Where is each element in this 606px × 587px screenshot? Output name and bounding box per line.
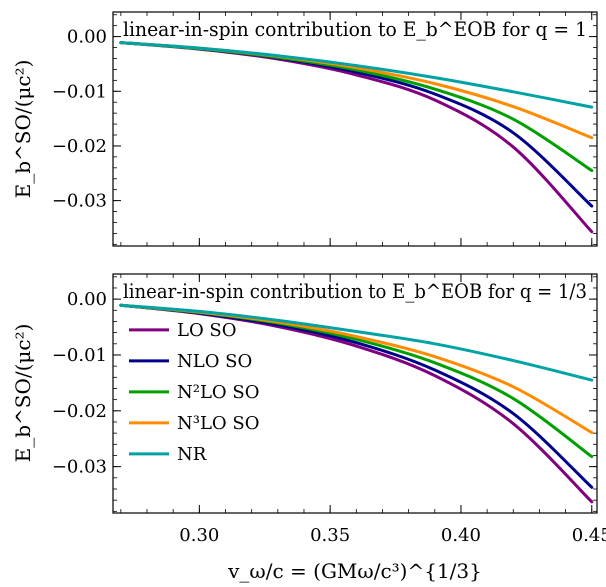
y-tick-label: 0.00 [67, 27, 107, 48]
y-axis-label-top: E_b^SO/(μc²) [11, 60, 35, 199]
y-tick-label: −0.02 [52, 136, 107, 157]
plot-frame-1 [112, 11, 598, 247]
plot-lines [119, 41, 594, 504]
series-line-2-5 [119, 303, 594, 382]
series-line-1-5 [119, 41, 594, 109]
x-tick-label: 0.35 [310, 525, 350, 546]
panel-title: linear-in-spin contribution to E_b^EOB f… [123, 279, 587, 303]
y-tick-label: −0.01 [52, 345, 107, 366]
y-tick-label: −0.03 [52, 191, 107, 212]
panel-title: linear-in-spin contribution to E_b^EOB f… [123, 17, 587, 41]
plot-ticks [113, 12, 597, 513]
legend-label: N²LO SO [177, 382, 260, 403]
x-tick-label: 0.40 [441, 525, 481, 546]
legend-label: NR [177, 444, 207, 465]
plot-text: 0.00 −0.01 −0.02 −0.03 linear-in-spin contri… [11, 17, 606, 583]
x-tick-label: 0.45 [572, 525, 606, 546]
y-tick-label: −0.02 [52, 401, 107, 422]
x-axis-label: v_ω/c = (GMω/c³)^{1/3} [227, 559, 482, 583]
plot-frames [112, 11, 598, 514]
y-tick-label: −0.01 [52, 81, 107, 102]
plot-frame-2 [112, 273, 598, 514]
legend-label: LO SO [177, 320, 237, 341]
series-line-1-3 [119, 41, 594, 173]
y-tick-label: −0.03 [52, 457, 107, 478]
x-tick-label: 0.30 [179, 525, 219, 546]
legend-label: NLO SO [177, 351, 252, 372]
y-axis-label-bottom: E_b^SO/(μc²) [11, 324, 35, 463]
y-tick-label: 0.00 [67, 289, 107, 310]
legend-label: N³LO SO [177, 413, 260, 434]
